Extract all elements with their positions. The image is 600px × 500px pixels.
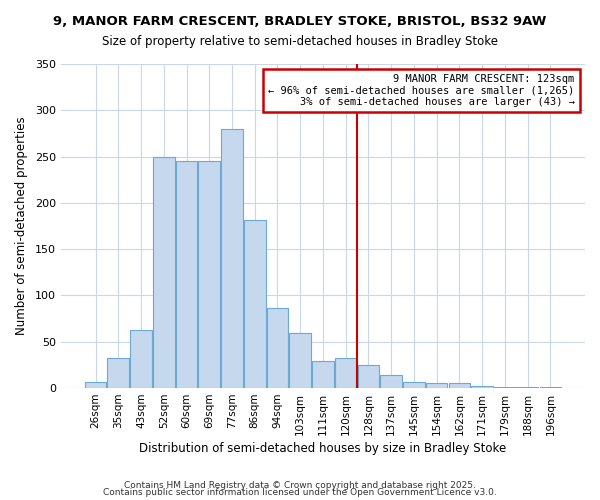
- Bar: [426, 384, 448, 388]
- Bar: [449, 384, 470, 388]
- Text: Size of property relative to semi-detached houses in Bradley Stoke: Size of property relative to semi-detach…: [102, 35, 498, 48]
- Bar: [221, 129, 243, 388]
- Bar: [176, 161, 197, 388]
- Text: 9 MANOR FARM CRESCENT: 123sqm
← 96% of semi-detached houses are smaller (1,265)
: 9 MANOR FARM CRESCENT: 123sqm ← 96% of s…: [268, 74, 575, 107]
- Bar: [380, 375, 402, 388]
- Bar: [517, 387, 538, 388]
- X-axis label: Distribution of semi-detached houses by size in Bradley Stoke: Distribution of semi-detached houses by …: [139, 442, 506, 455]
- Text: 9, MANOR FARM CRESCENT, BRADLEY STOKE, BRISTOL, BS32 9AW: 9, MANOR FARM CRESCENT, BRADLEY STOKE, B…: [53, 15, 547, 28]
- Y-axis label: Number of semi-detached properties: Number of semi-detached properties: [15, 116, 28, 336]
- Bar: [335, 358, 356, 388]
- Bar: [494, 387, 515, 388]
- Bar: [199, 161, 220, 388]
- Bar: [107, 358, 129, 388]
- Bar: [358, 365, 379, 388]
- Bar: [153, 156, 175, 388]
- Bar: [130, 330, 152, 388]
- Bar: [312, 361, 334, 388]
- Bar: [403, 382, 425, 388]
- Text: Contains public sector information licensed under the Open Government Licence v3: Contains public sector information licen…: [103, 488, 497, 497]
- Bar: [266, 308, 288, 388]
- Bar: [85, 382, 106, 388]
- Bar: [472, 386, 493, 388]
- Text: Contains HM Land Registry data © Crown copyright and database right 2025.: Contains HM Land Registry data © Crown c…: [124, 480, 476, 490]
- Bar: [539, 387, 561, 388]
- Bar: [244, 220, 266, 388]
- Bar: [289, 334, 311, 388]
